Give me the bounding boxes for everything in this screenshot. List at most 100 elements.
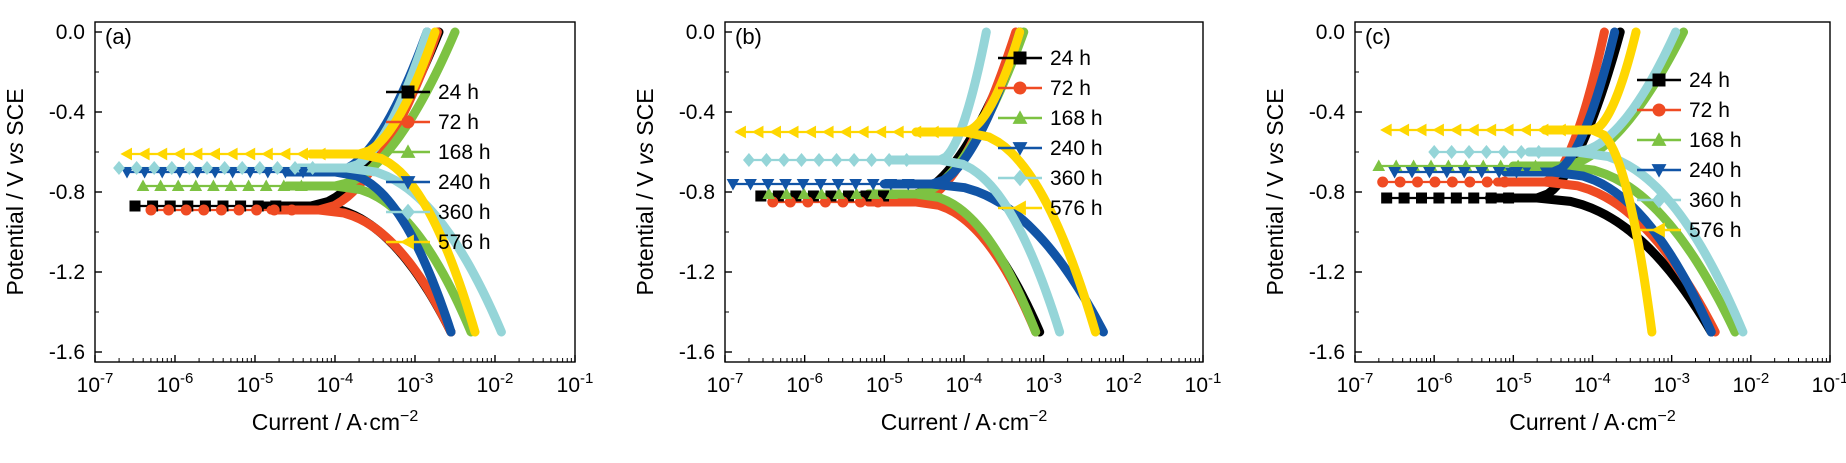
marker-240h [296,167,310,179]
series-cathodic-576h [911,127,1100,337]
legend-label: 240 h [1689,159,1742,182]
marker-240h [138,167,151,179]
marker-168h [277,179,291,191]
marker-576h [892,125,904,139]
markers [726,125,939,208]
marker-240h [1492,167,1506,179]
panel-1: 10-7 10-6 10-5 10-4 10-3 10-2 10-1 0.0 -0.4 -0.8 -… [2,21,593,435]
x-tick-label: 10-2 [1732,370,1769,397]
marker-576h [314,147,326,161]
marker-576h [155,147,168,161]
marker-576h [839,125,852,139]
marker-240h [155,167,169,179]
marker-576h [1554,123,1566,137]
marker-72h [268,204,280,216]
series-cathodic-72h [1493,177,1720,337]
marker-576h [822,125,834,139]
panel-3: 10-7 10-6 10-5 10-4 10-3 10-2 10-1 0.0 -0.4 -0.8 -… [1262,21,1846,435]
marker-360h [113,160,125,176]
legend-marker [1651,164,1667,178]
marker-72h [286,204,298,216]
legend: 24 h 72 h 168 h 240 h 360 h 576 h [1637,69,1742,242]
x-tick-label: 10-4 [1574,370,1611,397]
legend-label: 240 h [1050,137,1103,160]
marker-24h [1433,192,1445,204]
y-axis-title: Potential / V vs SCE [632,88,658,295]
markers [113,147,326,216]
y-tick-label: -0.4 [1309,101,1346,124]
marker-72h [1481,176,1493,188]
marker-24h [1416,192,1427,204]
series-cathodic-360h [1524,147,1748,337]
series-cathodic-240h [1500,167,1716,337]
legend-label: 576 h [1050,197,1103,220]
x-axis-title: Current / A·cm−2 [881,408,1048,435]
marker-240h [226,167,239,179]
marker-72h [233,204,245,216]
panel-label: (a) [105,24,132,49]
series-cathodic-168h [1508,161,1740,337]
marker-240h [1457,167,1471,179]
legend-label: 72 h [1689,99,1730,122]
x-tick-label: 10-1 [557,370,594,397]
y-axis-title: Potential / V vs SCE [2,88,28,295]
panel-label: (b) [735,24,762,49]
x-tick-label: 10-3 [1653,370,1690,397]
marker-240h [1388,167,1401,179]
marker-168h [224,179,238,191]
legend-marker [401,203,415,221]
marker-240h [1510,167,1523,179]
marker-360h [1497,144,1510,160]
marker-72h [1377,176,1389,188]
y-tick-label: -0.8 [49,181,85,204]
marker-168h [207,179,220,191]
x-tick-label: 10-6 [157,370,194,397]
marker-360h [218,160,231,176]
marker-168h [779,187,793,199]
marker-360h [795,152,808,168]
marker-576h [1449,123,1462,137]
marker-576h [1467,123,1479,137]
marker-72h [215,204,227,216]
legend-label: 360 h [1050,167,1103,190]
series-anodic-360h [1524,27,1681,157]
marker-168h [171,179,185,191]
marker-360h [778,152,790,168]
x-tick-label: 10-5 [1495,370,1532,397]
legend-marker [400,144,416,158]
markers [1372,123,1566,204]
legend-label: 576 h [438,231,491,254]
marker-576h [243,147,256,161]
legend-label: 24 h [1689,69,1730,92]
marker-576h [927,125,939,139]
y-tick-label: -1.2 [679,261,715,284]
x-tick-label: 10-2 [477,370,514,397]
legend-marker [401,85,415,99]
x-tick-label: 10-6 [786,370,823,397]
y-tick-label: 0.0 [686,21,715,44]
marker-24h [1381,192,1393,204]
legend-marker [400,234,414,250]
legend-marker [1652,73,1666,87]
marker-576h [173,147,185,161]
marker-576h [1414,123,1427,137]
y-tick-label: -0.8 [679,181,715,204]
legend-marker [401,115,415,129]
marker-360h [165,160,178,176]
marker-360h [1532,144,1545,160]
marker-168h [850,187,863,199]
marker-576h [138,147,150,161]
marker-168h [1529,159,1542,171]
marker-360h [1463,144,1475,160]
marker-240h [1423,167,1436,179]
marker-72h [1499,176,1511,188]
marker-168h [797,187,811,199]
marker-168h [867,187,881,199]
y-tick-label: -1.2 [49,261,85,284]
marker-72h [1464,176,1476,188]
marker-72h [1446,176,1458,188]
marker-360h [253,160,266,176]
x-tick-label: 10-7 [1337,370,1374,397]
marker-240h [1440,167,1454,179]
